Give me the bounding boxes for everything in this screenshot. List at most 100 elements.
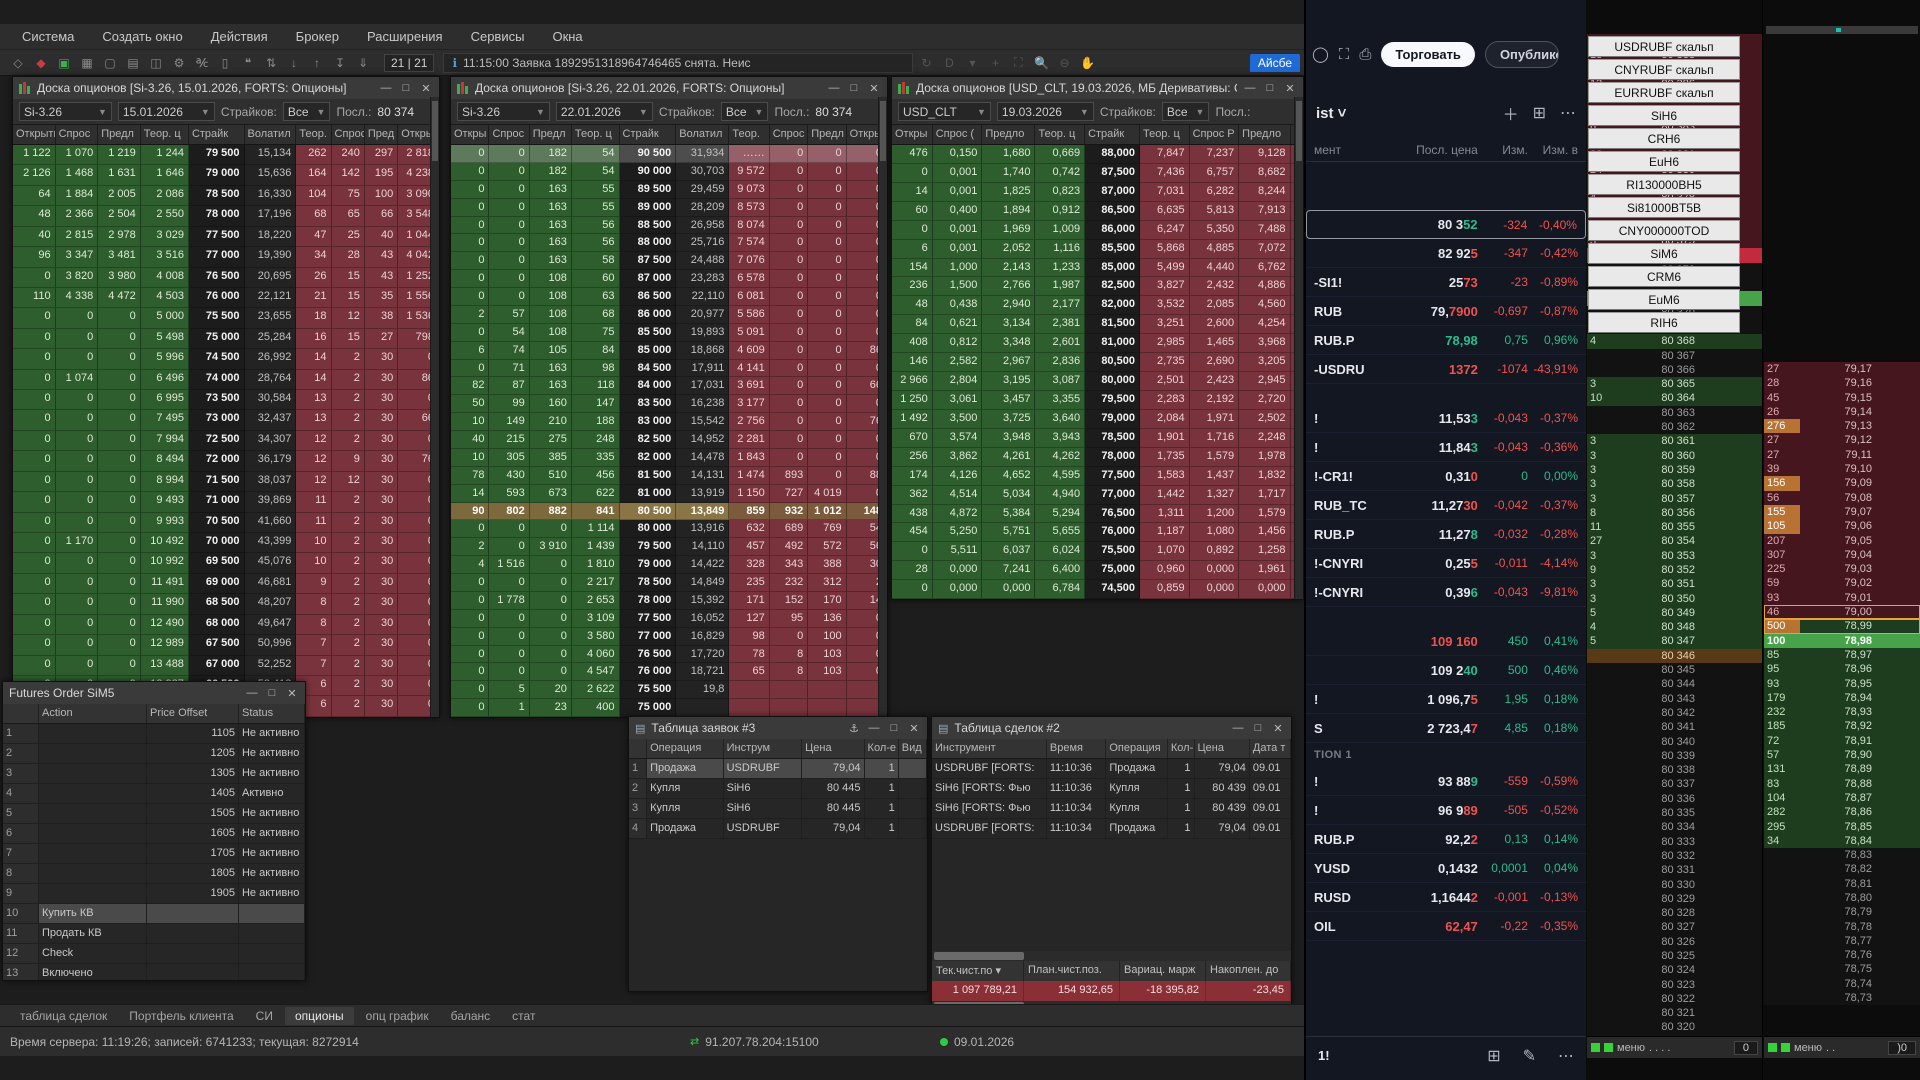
ladder-row[interactable]: 80 367 [1587, 348, 1762, 363]
toolbar-extra-icon-7[interactable]: ✋ [1077, 53, 1098, 72]
ladder-row[interactable]: 3 80 360 [1587, 448, 1762, 463]
board-column-header[interactable]: Теор. [296, 125, 332, 144]
workspace-tab-опц-график[interactable]: опц график [365, 1008, 429, 1023]
table-row[interactable]: USDRUBF [FORTS: 11:10:36 Продажа 1 79,04 09.0… [932, 759, 1291, 779]
ladder-row[interactable]: 4 80 348 [1587, 620, 1762, 635]
watchlist-row[interactable]: !-CR1! 0,310 0 0,00% [1306, 462, 1586, 491]
ladder-row[interactable]: 78,78 [1764, 919, 1920, 934]
circle-icon[interactable]: ◯ [1312, 46, 1329, 63]
menu-item-брокер[interactable]: Брокер [295, 29, 339, 44]
watchlist-row[interactable]: RUB.P 11,278 -0,032 -0,28% [1306, 520, 1586, 549]
ladder-row[interactable]: 80 333 [1587, 834, 1762, 849]
board-column-header[interactable]: Спрос [489, 125, 530, 144]
instrument-button-CNYRUBF-скальп[interactable]: CNYRUBF скальп [1588, 59, 1740, 80]
strikes-select[interactable]: Все ▼ [720, 102, 769, 121]
ladder-row[interactable]: 80 363 [1587, 405, 1762, 421]
chart-icon[interactable]: ▦ [77, 53, 97, 72]
ladder-row[interactable]: 80 334 [1587, 820, 1762, 835]
ladder-row[interactable]: 5 80 347 [1587, 634, 1762, 649]
board-column-header[interactable]: Волатил [676, 125, 730, 144]
ladder-row[interactable]: 78,73 [1764, 991, 1920, 1006]
ladder-row[interactable]: 80 327 [1587, 920, 1762, 935]
ladder-row[interactable]: 56 79,08 [1764, 490, 1920, 505]
ladder-row[interactable]: 80 330 [1587, 877, 1762, 892]
ladder-row[interactable]: 45 79,15 [1764, 390, 1920, 405]
ladder-row[interactable]: 80 337 [1587, 777, 1762, 792]
ladder-row[interactable]: 28 79,16 [1764, 376, 1920, 391]
toolbar-extra-icon-6[interactable]: ⊖ [1054, 53, 1075, 72]
ladder-row[interactable]: 78,80 [1764, 890, 1920, 906]
ladder-row[interactable]: 80 336 [1587, 791, 1762, 807]
board-row[interactable]: 60 0,400 1,894 0,912 86,500 6,635 5,813 7,913 [892, 201, 1303, 221]
export-icon[interactable]: ◫ [146, 53, 166, 72]
window-titlebar[interactable]: Futures Order SiM5— □ ✕ [3, 682, 305, 704]
table-column-header[interactable]: Время [1047, 739, 1107, 758]
board-row[interactable]: 0 5 20 2 622 75 500 19,8 [451, 681, 887, 700]
ladder-row[interactable]: 78,83 [1764, 848, 1920, 863]
ladder-row[interactable]: 46 79,00 [1764, 605, 1920, 620]
minimize-button[interactable]: — [828, 82, 840, 94]
ladder-row[interactable]: 80 322 [1587, 991, 1762, 1007]
ladder-row[interactable]: 105 79,06 [1764, 519, 1920, 534]
orders-icon[interactable]: ⇅ [261, 53, 281, 72]
instrument-button-Si81000BT5B[interactable]: Si81000BT5B [1588, 197, 1740, 218]
board-column-header[interactable]: Теор. ц [572, 125, 620, 144]
window-titlebar[interactable]: ▤ Таблица заявок #3 ⚓ — □ ✕ [629, 717, 927, 739]
watchlist-row[interactable]: RUB.P 92,22 0,13 0,14% [1306, 825, 1586, 854]
table-column-header[interactable]: Инструм [724, 739, 803, 758]
table-column-header[interactable] [3, 704, 39, 723]
minimize-button[interactable]: — [1232, 722, 1244, 734]
toolbar-extra-icon-1[interactable]: D [939, 53, 960, 72]
board-row[interactable]: 454 5,250 5,751 5,655 76,000 1,187 1,080 1,456 [892, 523, 1303, 543]
ladder-row[interactable]: 80 340 [1587, 734, 1762, 749]
toolbar-extra-icon-3[interactable]: + [985, 53, 1006, 72]
ladder2-qty-field[interactable]: )0 [1888, 1040, 1916, 1055]
ladder-row[interactable]: 3 80 361 [1587, 434, 1762, 449]
watchlist-row[interactable]: !-CNYRI 0,396 -0,043 -9,81% [1306, 578, 1586, 607]
close-button[interactable]: ✕ [421, 82, 431, 95]
column-last-price[interactable]: Посл. цена [1416, 142, 1478, 157]
ladder-row[interactable]: 207 79,05 [1764, 533, 1920, 548]
menu-item-сервисы[interactable]: Сервисы [470, 29, 525, 44]
ladder-row[interactable]: 156 79,09 [1764, 476, 1920, 491]
workspace-tab-СИ[interactable]: СИ [255, 1008, 273, 1023]
table-row[interactable]: 5 1505 Не активно [3, 804, 305, 824]
minimize-button[interactable]: — [868, 722, 880, 734]
ladder-row[interactable]: 282 78,86 [1764, 805, 1920, 820]
ladder-row[interactable]: 307 79,04 [1764, 547, 1920, 563]
table-column-header[interactable]: Цена [1195, 739, 1250, 758]
instrument-button-RIH6[interactable]: RIH6 [1588, 312, 1740, 333]
column-symbol[interactable]: мент [1314, 142, 1342, 157]
board-row[interactable]: 10 149 210 188 83 000 15,542 2 756 0 0 76 [451, 413, 887, 431]
watchlist-row[interactable]: RUB 79,7900 -0,697 -0,87% [1306, 297, 1586, 326]
window-titlebar[interactable]: Доска опционов [Si-3.26, 22.01.2026, FOR… [451, 77, 887, 99]
board-scrollbar[interactable] [1294, 97, 1303, 599]
maximize-button[interactable]: □ [402, 82, 410, 94]
watchlist-row[interactable]: 82 925 -347 -0,42% [1306, 239, 1586, 268]
ladder-row[interactable]: 80 338 [1587, 763, 1762, 778]
menu-item-создать-окно[interactable]: Создать окно [102, 29, 183, 44]
board-column-header[interactable]: Теор. ц [141, 125, 189, 144]
settings-icon[interactable]: ⚙ [169, 53, 189, 72]
strikes-select[interactable]: Все ▼ [282, 102, 331, 121]
iceberg-tab[interactable]: Айсбе [1249, 53, 1300, 72]
ladder-row[interactable]: 155 79,07 [1764, 504, 1920, 520]
instrument-button-CRM6[interactable]: CRM6 [1588, 266, 1740, 287]
ladder1-qty-field[interactable]: 0 [1733, 1040, 1758, 1055]
ladder-row[interactable]: 80 342 [1587, 705, 1762, 721]
table-row[interactable]: 7 1705 Не активно [3, 844, 305, 864]
board-row[interactable]: 476 0,150 1,680 0,669 88,000 7,847 7,237 9,128 [892, 145, 1303, 164]
board-row[interactable]: 6 74 105 84 85 000 18,868 4 609 0 0 86 [451, 341, 887, 360]
table-row[interactable]: 12 Check [3, 944, 305, 964]
add-symbol-icon[interactable]: ＋ [1502, 107, 1519, 124]
instrument-button-USDRUBF-скальп[interactable]: USDRUBF скальп [1588, 36, 1740, 57]
workspace-tab-Портфель-клиента[interactable]: Портфель клиента [129, 1008, 234, 1023]
column-change[interactable]: Изм. [1502, 142, 1528, 157]
